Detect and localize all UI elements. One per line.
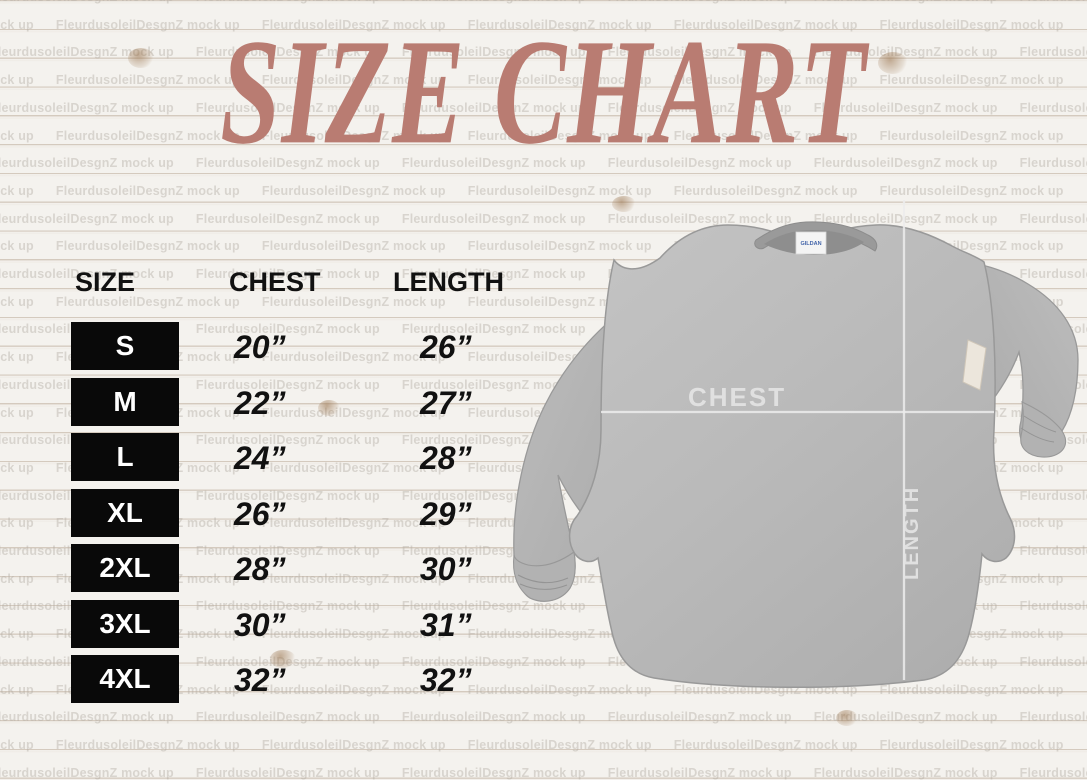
svg-text:CHEST: CHEST	[688, 382, 786, 412]
svg-text:GILDAN: GILDAN	[800, 241, 821, 247]
svg-text:LENGTH: LENGTH	[901, 486, 923, 580]
